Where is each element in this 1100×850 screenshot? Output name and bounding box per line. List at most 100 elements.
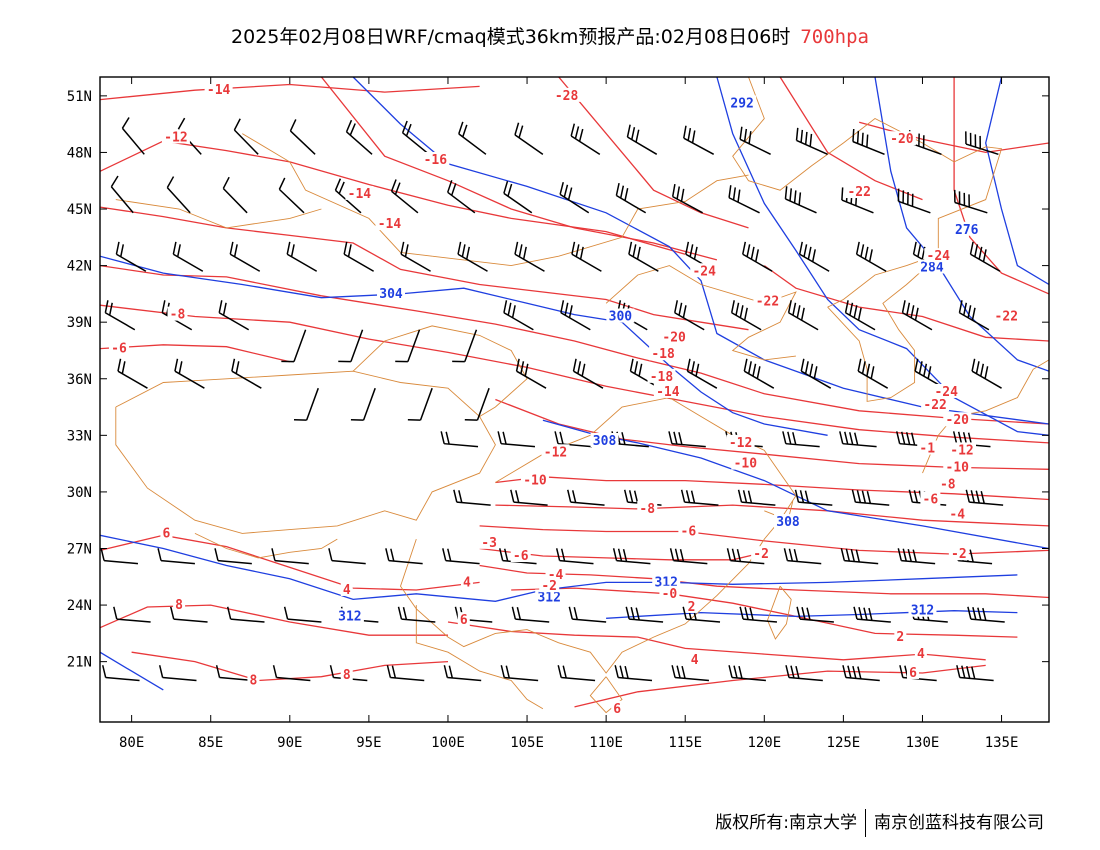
temperature-label-bg	[948, 442, 977, 457]
wind-barb	[897, 188, 931, 214]
wind-barb	[612, 548, 651, 565]
lat-label: 36N	[67, 372, 92, 388]
wind-barb	[967, 606, 1005, 623]
wind-barb	[730, 300, 762, 331]
temperature-label: 4	[917, 647, 925, 662]
border-line	[432, 174, 749, 267]
wind-barb	[343, 241, 375, 272]
temperature-isoline	[479, 547, 765, 561]
wind-barb	[671, 184, 703, 214]
lat-label: 33N	[67, 428, 92, 444]
wind-barb	[686, 358, 718, 389]
wind-barb	[554, 431, 592, 448]
height-label-bg	[774, 514, 803, 529]
lon-label: 115E	[668, 735, 702, 751]
wind-barb	[226, 606, 265, 623]
wind-barb	[965, 131, 999, 156]
wind-barb	[334, 178, 362, 214]
temperature-label-bg	[479, 534, 500, 549]
temperature-label: -20	[662, 330, 686, 345]
wind-barb	[671, 665, 710, 682]
wind-barb	[443, 665, 482, 682]
temperature-label-bg	[108, 340, 129, 355]
footer-divider	[865, 809, 866, 837]
title-main: 2025年02月08日WRF/cmaq模式36km预报产品:02月08日06时	[231, 26, 791, 48]
height-isoline	[716, 77, 1049, 436]
wind-barb	[782, 431, 820, 448]
wind-barb	[453, 489, 491, 506]
temperature-isoline	[100, 83, 480, 101]
wind-barb	[511, 606, 550, 623]
lon-label: 95E	[356, 735, 381, 751]
lon-label: 130E	[906, 735, 940, 751]
temperature-label-bg	[637, 500, 658, 515]
temperature-label: -18	[651, 347, 675, 362]
wind-barb	[231, 358, 262, 389]
wind-barb	[497, 431, 536, 448]
lon-label: 125E	[827, 735, 861, 751]
temperature-isoline	[953, 77, 1049, 295]
temperature-label: -1	[919, 442, 935, 457]
temperature-label-bg	[161, 129, 190, 144]
temperature-label-bg	[914, 646, 927, 661]
temperature-label: -8	[639, 502, 655, 517]
wind-barb	[510, 489, 548, 506]
height-label-bg	[917, 259, 946, 274]
temperature-label-bg	[340, 666, 353, 681]
height-label: 300	[609, 310, 633, 325]
wind-barb	[286, 241, 318, 272]
wind-barb	[442, 548, 480, 565]
wind-barb	[728, 665, 766, 682]
wind-barb	[278, 177, 305, 214]
temperature-label: 6	[163, 526, 171, 541]
height-label: 312	[537, 591, 560, 606]
temperature-label-bg	[924, 248, 953, 263]
wind-barb	[571, 241, 602, 272]
wind-barb	[499, 548, 537, 565]
wind-barb	[158, 665, 197, 682]
temperature-label-bg	[920, 491, 941, 506]
wind-barb	[625, 606, 664, 623]
lon-label: 80E	[119, 735, 144, 751]
temperature-isoline	[320, 77, 718, 261]
wind-barb	[956, 665, 994, 682]
wind-barb	[796, 606, 834, 623]
temperature-label: -6	[923, 492, 939, 507]
temperature-label: 8	[343, 668, 351, 683]
border-line	[827, 255, 939, 402]
temperature-label: -16	[424, 153, 448, 168]
lat-label: 39N	[67, 315, 92, 331]
temperature-label-bg	[421, 151, 450, 166]
temperature-label: -8	[170, 308, 186, 323]
temperature-isoline	[495, 476, 1049, 501]
temperature-label-bg	[460, 574, 473, 589]
temperature-label: -10	[523, 474, 547, 489]
copyright-text: 版权所有:南京大学	[715, 813, 857, 833]
temperature-label: 6	[613, 702, 621, 717]
temperature-label: 4	[691, 653, 699, 668]
border-line	[922, 359, 1049, 474]
lon-label: 100E	[431, 735, 465, 751]
temperature-label: -8	[940, 477, 956, 492]
wind-barb	[785, 665, 823, 682]
temperature-label-bg	[685, 598, 698, 613]
lon-label: 110E	[589, 735, 623, 751]
temperature-label-bg	[649, 346, 678, 361]
wind-barb	[568, 606, 607, 623]
temperature-label: -22	[995, 310, 1018, 325]
border-line	[242, 133, 433, 257]
temperature-label-bg	[539, 578, 560, 593]
height-isoline	[985, 77, 1049, 286]
temperature-label: -14	[207, 83, 231, 98]
wind-barb	[855, 241, 887, 272]
wind-barb	[965, 489, 1004, 506]
temperature-label: -20	[890, 132, 914, 147]
temperature-label: 2	[896, 630, 904, 645]
height-label: 312	[911, 604, 934, 619]
wind-barb	[728, 185, 760, 214]
wind-barb	[170, 606, 208, 623]
temperature-label: -14	[656, 385, 680, 400]
temperature-label-bg	[552, 87, 581, 102]
temperature-label-bg	[647, 368, 676, 383]
